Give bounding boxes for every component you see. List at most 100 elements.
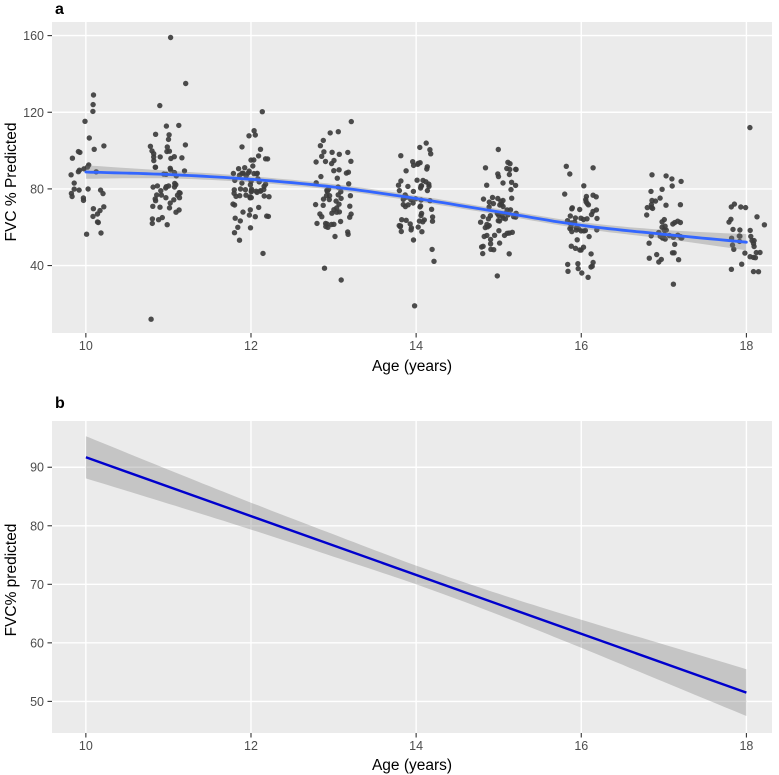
scatter-point xyxy=(257,188,264,194)
scatter-point xyxy=(338,189,344,195)
scatter-point xyxy=(663,173,669,179)
scatter-point xyxy=(428,206,435,212)
scatter-point xyxy=(179,155,185,161)
scatter-point xyxy=(243,192,249,198)
scatter-point xyxy=(231,230,238,236)
scatter-point xyxy=(579,270,585,276)
scatter-point xyxy=(80,195,87,201)
scatter-point xyxy=(319,153,325,159)
scatter-point xyxy=(427,147,433,153)
scatter-point xyxy=(260,250,266,257)
scatter-point xyxy=(424,164,430,170)
x-tick-label: 14 xyxy=(409,339,423,353)
scatter-point xyxy=(677,219,684,226)
scatter-point xyxy=(398,178,404,184)
scatter-point xyxy=(575,265,581,272)
scatter-point xyxy=(418,183,425,189)
scatter-point xyxy=(583,193,590,200)
scatter-point xyxy=(235,166,242,172)
x-tick-label: 18 xyxy=(739,339,753,353)
scatter-point xyxy=(562,191,568,197)
scatter-point xyxy=(644,212,650,218)
scatter-point xyxy=(239,144,245,150)
scatter-point xyxy=(90,108,96,115)
scatter-point xyxy=(480,250,486,257)
scatter-point xyxy=(576,226,582,232)
y-tick-label: 40 xyxy=(30,259,44,273)
scatter-point xyxy=(246,133,252,139)
scatter-point xyxy=(414,177,420,183)
scatter-point xyxy=(399,217,405,223)
scatter-point xyxy=(496,218,503,224)
scatter-point xyxy=(163,123,170,129)
scatter-point xyxy=(480,196,487,202)
scatter-point xyxy=(165,136,172,143)
scatter-point xyxy=(76,187,82,193)
scatter-point xyxy=(321,265,328,271)
scatter-point xyxy=(750,254,757,261)
scatter-point xyxy=(569,206,575,212)
scatter-point xyxy=(167,34,174,41)
scatter-point xyxy=(69,155,76,161)
scatter-point xyxy=(97,207,103,214)
scatter-point xyxy=(246,168,252,174)
scatter-point xyxy=(578,247,584,253)
scatter-point xyxy=(230,170,237,177)
scatter-point xyxy=(408,227,414,233)
y-tick-label: 70 xyxy=(30,578,44,592)
scatter-point xyxy=(581,228,587,234)
scatter-point xyxy=(659,235,666,241)
scatter-point xyxy=(496,228,502,234)
y-tick-label: 80 xyxy=(30,182,44,196)
scatter-point xyxy=(480,213,486,220)
scatter-point xyxy=(322,158,329,165)
panel-a-tick-marks xyxy=(47,35,747,338)
scatter-point xyxy=(166,205,173,211)
panel-a-scatter-points xyxy=(68,34,768,322)
scatter-point xyxy=(512,182,519,189)
scatter-point xyxy=(335,129,341,135)
scatter-point xyxy=(567,213,573,219)
scatter-point xyxy=(410,188,417,195)
scatter-point xyxy=(400,201,406,208)
scatter-point xyxy=(338,195,344,202)
scatter-point xyxy=(495,146,501,153)
scatter-point xyxy=(167,200,173,206)
scatter-point xyxy=(424,187,431,194)
scatter-point xyxy=(336,209,343,215)
scatter-point xyxy=(593,194,599,200)
scatter-point xyxy=(487,241,494,247)
scatter-point xyxy=(327,130,333,136)
scatter-point xyxy=(494,273,500,279)
scatter-point xyxy=(85,186,91,192)
scatter-point xyxy=(242,187,249,193)
panel-a-y-axis-title: FVC % Predicted xyxy=(3,123,20,242)
scatter-point xyxy=(158,192,165,198)
scatter-point xyxy=(590,208,596,215)
scatter-point xyxy=(101,143,107,149)
scatter-point xyxy=(259,109,265,115)
scatter-point xyxy=(398,228,404,235)
scatter-point xyxy=(347,193,354,199)
scatter-point xyxy=(678,178,684,185)
scatter-point xyxy=(231,187,237,193)
scatter-point xyxy=(580,216,587,223)
scatter-point xyxy=(320,137,326,144)
scatter-point xyxy=(148,316,154,322)
scatter-point xyxy=(486,199,492,205)
panel-a-x-tick-labels: 10 12 14 16 18 xyxy=(79,339,754,353)
scatter-point xyxy=(418,210,425,217)
scatter-point xyxy=(504,165,510,172)
scatter-point xyxy=(75,169,82,175)
scatter-point xyxy=(176,122,182,129)
scatter-point xyxy=(646,240,652,246)
scatter-point xyxy=(331,168,337,174)
scatter-point xyxy=(670,281,677,287)
scatter-point xyxy=(405,183,411,190)
scatter-point xyxy=(83,231,90,237)
scatter-point xyxy=(312,201,319,208)
scatter-point xyxy=(337,218,344,225)
scatter-point xyxy=(429,214,436,220)
scatter-point xyxy=(90,213,96,220)
scatter-point xyxy=(489,194,496,201)
